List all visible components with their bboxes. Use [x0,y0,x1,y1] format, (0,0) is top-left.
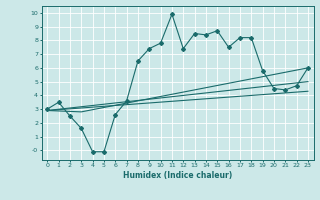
X-axis label: Humidex (Indice chaleur): Humidex (Indice chaleur) [123,171,232,180]
